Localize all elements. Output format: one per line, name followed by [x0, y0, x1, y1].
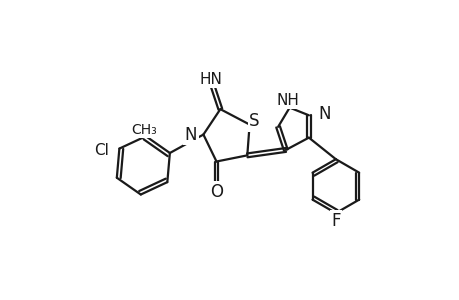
Text: N: N	[185, 126, 197, 144]
Text: Cl: Cl	[94, 142, 108, 158]
Text: F: F	[330, 212, 340, 230]
Text: HN: HN	[199, 72, 222, 87]
Text: O: O	[210, 182, 223, 200]
Text: S: S	[248, 112, 259, 130]
Text: NH: NH	[276, 93, 299, 108]
Text: CH₃: CH₃	[131, 123, 157, 137]
Text: N: N	[318, 105, 330, 123]
